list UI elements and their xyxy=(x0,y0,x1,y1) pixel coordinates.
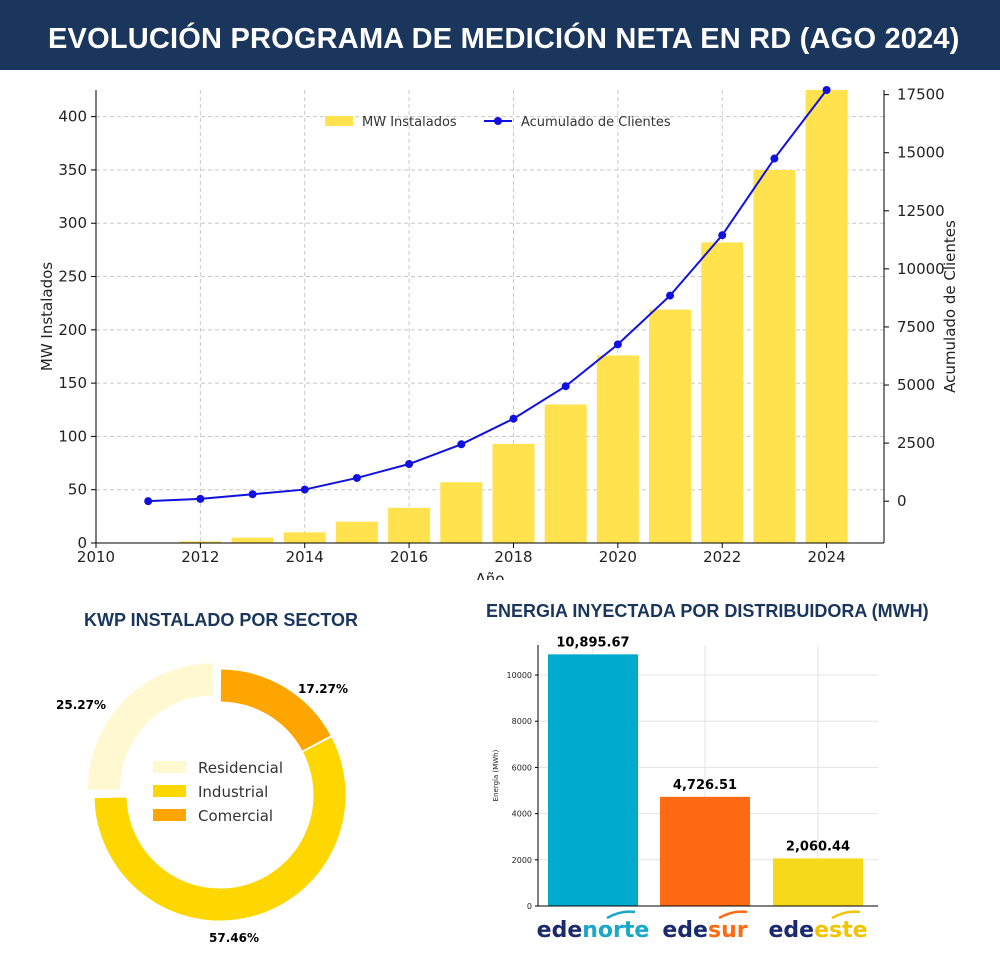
y-axis-label: Energía (MWh) xyxy=(492,749,500,801)
value-label-edeeste: 2,060.44 xyxy=(786,839,850,854)
clients-point-2019 xyxy=(561,382,570,391)
legend-swatch-residencial xyxy=(153,761,186,773)
sector-donut-chart: 17.27% 57.46% 25.27% Residencial Industrial C… xyxy=(56,662,348,945)
y-tick-label: 400 xyxy=(58,108,87,126)
x-tick-label: 2018 xyxy=(494,548,532,566)
clients-point-2023 xyxy=(770,154,779,163)
y-tick-label: 100 xyxy=(58,427,87,445)
logo-swoosh-icon xyxy=(831,910,861,920)
y-axis-label: MW Instalados xyxy=(38,262,56,371)
y-tick-label: 0 xyxy=(527,902,532,911)
clients-line xyxy=(148,89,828,503)
donut-slice-comercial xyxy=(219,668,332,752)
legend-label-comercial: Comercial xyxy=(198,807,273,825)
y-tick-label: 4000 xyxy=(512,810,532,819)
bar-edesur xyxy=(660,796,750,906)
clients-mw-combo-chart: 2010 2012 2014 2016 2018 2020 2022 2024 0 50 100 15… xyxy=(38,86,959,580)
x-axis-label: Año xyxy=(476,570,505,580)
donut-slice-industrial xyxy=(93,735,347,922)
y2-tick-label: 0 xyxy=(897,492,907,510)
clients-point-2024 xyxy=(822,86,831,94)
y2-tick-label: 7500 xyxy=(897,318,935,336)
legend-label-industrial: Industrial xyxy=(198,783,268,801)
legend-swatch-marker xyxy=(494,117,502,125)
bar-mw-2012 xyxy=(179,541,222,543)
y-tick-label: 250 xyxy=(58,268,87,286)
x-tick-label: 2012 xyxy=(181,548,219,566)
y2-tick-label: 12500 xyxy=(897,202,945,220)
clients-point-2014 xyxy=(300,485,309,494)
y2-tick-label: 10000 xyxy=(897,260,945,278)
clients-point-2012 xyxy=(196,494,205,503)
x-tick-label: 2010 xyxy=(77,548,115,566)
bar-mw-2023 xyxy=(753,169,796,544)
legend-label-bars: MW Instalados xyxy=(362,115,457,130)
bar-edenorte xyxy=(548,654,638,906)
clients-point-2022 xyxy=(718,231,727,240)
legend-swatch-comercial xyxy=(153,809,186,821)
y-tick-label: 150 xyxy=(58,374,87,392)
logo-swoosh-icon xyxy=(718,910,748,920)
y-tick-label: 0 xyxy=(77,534,87,552)
y2-tick-label: 17500 xyxy=(897,86,945,104)
x-tick-label: 2014 xyxy=(286,548,324,566)
bar-mw-2014 xyxy=(283,532,326,543)
y-tick-label: 50 xyxy=(68,481,87,499)
bar-mw-2017 xyxy=(440,482,483,543)
logo-edenorte: edenorte xyxy=(537,918,650,943)
x-tick-label: 2024 xyxy=(808,548,846,566)
bar-mw-2024 xyxy=(805,90,848,543)
legend-swatch-bars xyxy=(325,116,353,126)
bar-mw-2013 xyxy=(231,537,274,543)
bar-chart-title: ENERGIA INYECTADA POR DISTRIBUIDORA (MWH… xyxy=(486,601,929,621)
legend-label-residencial: Residencial xyxy=(198,759,283,777)
slice-label-comercial: 17.27% xyxy=(298,682,348,696)
x-tick-label: 2022 xyxy=(703,548,741,566)
bar-mw-2021 xyxy=(649,309,692,543)
value-label-edenorte: 10,895.67 xyxy=(556,635,629,650)
bar-mw-2022 xyxy=(701,242,744,543)
bar-mw-2020 xyxy=(596,355,639,543)
bar-mw-2016 xyxy=(388,507,431,543)
pie-chart-title: KWP INSTALADO POR SECTOR xyxy=(84,610,359,630)
y2-tick-label: 15000 xyxy=(897,144,945,162)
bar-edeeste xyxy=(773,858,863,906)
y-tick-label: 8000 xyxy=(512,717,532,726)
page-title: EVOLUCIÓN PROGRAMA DE MEDICIÓN NETA EN R… xyxy=(48,23,960,55)
bar-mw-2019 xyxy=(544,404,587,543)
legend-swatch-industrial xyxy=(153,785,186,797)
header-bar: EVOLUCIÓN PROGRAMA DE MEDICIÓN NETA EN R… xyxy=(0,0,1000,70)
clients-point-2017 xyxy=(457,440,466,449)
donut-slice-residencial xyxy=(87,662,214,791)
clients-point-2021 xyxy=(666,291,675,300)
y-tick-label: 10000 xyxy=(507,671,532,680)
y-tick-label: 350 xyxy=(58,161,87,179)
y2-axis-label: Acumulado de Clientes xyxy=(941,220,959,393)
x-tick-label: 2016 xyxy=(390,548,428,566)
logo-edeeste: edeeste xyxy=(768,918,867,943)
clients-point-2011 xyxy=(144,497,153,506)
value-label-edesur: 4,726.51 xyxy=(673,778,737,793)
legend-label-line: Acumulado de Clientes xyxy=(521,115,671,130)
clients-point-2016 xyxy=(405,460,414,469)
slice-label-industrial: 57.46% xyxy=(209,931,259,945)
y-tick-label: 300 xyxy=(58,214,87,232)
x-tick-label: 2020 xyxy=(599,548,637,566)
bar-mw-2018 xyxy=(492,443,535,543)
clients-point-2013 xyxy=(248,490,257,499)
y-tick-label: 200 xyxy=(58,321,87,339)
slice-label-residencial: 25.27% xyxy=(56,698,106,712)
logo-edesur: edesur xyxy=(662,918,747,943)
clients-point-2018 xyxy=(509,414,518,423)
bar-mw-2015 xyxy=(335,521,378,543)
y-tick-label: 2000 xyxy=(512,856,532,865)
y2-tick-label: 2500 xyxy=(897,434,935,452)
logo-swoosh-icon xyxy=(606,910,636,920)
y-tick-label: 6000 xyxy=(512,763,532,772)
clients-point-2020 xyxy=(613,340,622,349)
clients-point-2015 xyxy=(352,473,361,482)
y2-tick-label: 5000 xyxy=(897,376,935,394)
